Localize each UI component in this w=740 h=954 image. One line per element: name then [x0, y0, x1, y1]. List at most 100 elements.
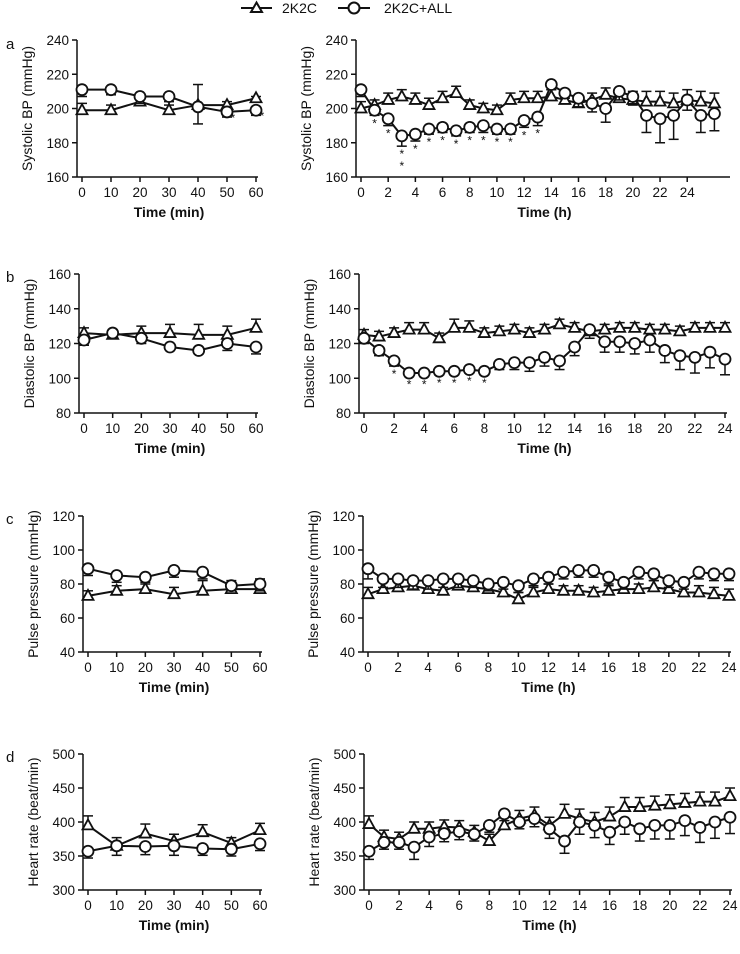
y-axis-label: Pulse pressure (mmHg)	[305, 510, 321, 658]
x-tick-label: 50	[224, 898, 239, 913]
significance-marker: *	[467, 133, 472, 147]
data-point-circle	[249, 103, 263, 117]
data-point-circle	[568, 340, 581, 354]
data-point-circle	[492, 357, 506, 371]
x-tick-label: 60	[252, 660, 267, 675]
x-tick-label: 10	[103, 185, 118, 200]
data-point-triangle	[693, 93, 708, 107]
data-point-triangle	[449, 85, 464, 98]
data-point-triangle	[672, 323, 687, 337]
data-point-triangle	[407, 820, 422, 834]
significance-marker: *	[454, 137, 459, 151]
x-tick-label: 22	[687, 421, 702, 436]
y-axis-label: Systolic BP (mmHg)	[298, 46, 314, 171]
data-point-triangle	[530, 90, 545, 104]
data-point-triangle	[653, 93, 668, 107]
data-point-triangle	[552, 316, 567, 330]
data-point-circle	[497, 807, 511, 821]
significance-marker: *	[386, 127, 391, 141]
x-tick-label: 20	[138, 660, 153, 675]
data-point-circle	[452, 825, 466, 838]
y-tick-label: 180	[325, 136, 348, 151]
significance-marker: *	[399, 147, 404, 161]
y-tick-label: 220	[46, 67, 69, 82]
x-tick-label: 20	[134, 421, 149, 436]
x-tick-label: 22	[653, 185, 668, 200]
x-tick-label: 10	[512, 898, 527, 913]
legend-circle-marker	[347, 1, 361, 15]
data-point-triangle	[166, 586, 182, 600]
data-point-circle	[387, 354, 401, 368]
y-tick-label: 300	[52, 883, 75, 898]
significance-marker: *	[260, 109, 265, 123]
x-tick-label: 22	[691, 660, 706, 675]
x-axis-label: Time (h)	[517, 440, 571, 456]
x-tick-label: 40	[190, 185, 205, 200]
y-tick-label: 350	[333, 849, 356, 864]
series-circle	[75, 83, 263, 125]
data-point-triangle	[717, 319, 733, 333]
data-point-circle	[432, 364, 446, 378]
data-point-triangle	[702, 319, 717, 333]
x-tick-label: 60	[252, 898, 267, 913]
y-tick-label: 200	[46, 102, 69, 117]
x-tick-label: 22	[692, 898, 707, 913]
data-point-circle	[692, 565, 706, 579]
data-point-triangle	[598, 86, 613, 100]
y-tick-label: 400	[52, 815, 75, 830]
data-point-circle	[447, 364, 461, 378]
data-point-triangle	[627, 319, 642, 333]
data-point-circle	[220, 337, 234, 350]
data-point-circle	[191, 100, 205, 114]
data-point-triangle	[617, 799, 632, 812]
x-axis-label: Time (h)	[521, 679, 575, 695]
data-point-triangle	[657, 321, 672, 335]
data-point-triangle	[497, 817, 512, 831]
data-point-circle	[558, 834, 571, 848]
y-tick-label: 120	[52, 509, 75, 524]
data-point-triangle	[687, 319, 702, 333]
x-tick-label: 6	[450, 421, 458, 436]
data-point-circle	[391, 572, 405, 586]
data-point-circle	[647, 567, 661, 581]
x-tick-label: 60	[248, 185, 263, 200]
x-tick-label: 20	[662, 898, 677, 913]
data-point-circle	[253, 577, 267, 591]
data-point-circle	[133, 90, 147, 103]
data-point-triangle	[642, 321, 657, 335]
data-point-triangle	[631, 581, 646, 594]
data-point-triangle	[436, 582, 451, 596]
x-tick-label: 20	[625, 185, 640, 200]
data-point-triangle	[447, 319, 462, 333]
data-point-circle	[476, 119, 490, 133]
data-point-triangle	[556, 582, 571, 596]
data-point-circle	[588, 819, 602, 832]
data-point-circle	[603, 825, 617, 839]
data-point-triangle	[511, 591, 526, 605]
data-point-triangle	[639, 93, 654, 107]
x-tick-label: 8	[486, 898, 494, 913]
y-tick-label: 220	[325, 67, 348, 82]
data-point-circle	[618, 815, 632, 829]
legend-label-2k2c-all: 2K2C+ALL	[384, 0, 452, 16]
data-point-triangle	[571, 582, 586, 596]
y-tick-label: 120	[48, 337, 71, 352]
data-point-circle	[220, 105, 234, 119]
x-tick-label: 12	[541, 660, 556, 675]
y-axis-label: Systolic BP (mmHg)	[19, 46, 35, 171]
data-point-circle	[462, 363, 476, 376]
x-tick-label: 16	[602, 898, 617, 913]
panel-letter: c	[6, 511, 14, 528]
data-point-triangle	[646, 579, 661, 593]
y-tick-label: 500	[333, 747, 356, 762]
data-point-circle	[707, 567, 721, 581]
data-point-circle	[723, 810, 737, 824]
data-point-circle	[196, 565, 210, 579]
data-point-circle	[354, 83, 368, 97]
y-tick-label: 80	[340, 577, 355, 592]
panel-letter: b	[6, 269, 14, 286]
x-tick-label: 0	[357, 185, 365, 200]
x-axis-label: Time (h)	[517, 204, 571, 220]
data-point-circle	[626, 90, 640, 103]
data-point-circle	[162, 90, 176, 103]
